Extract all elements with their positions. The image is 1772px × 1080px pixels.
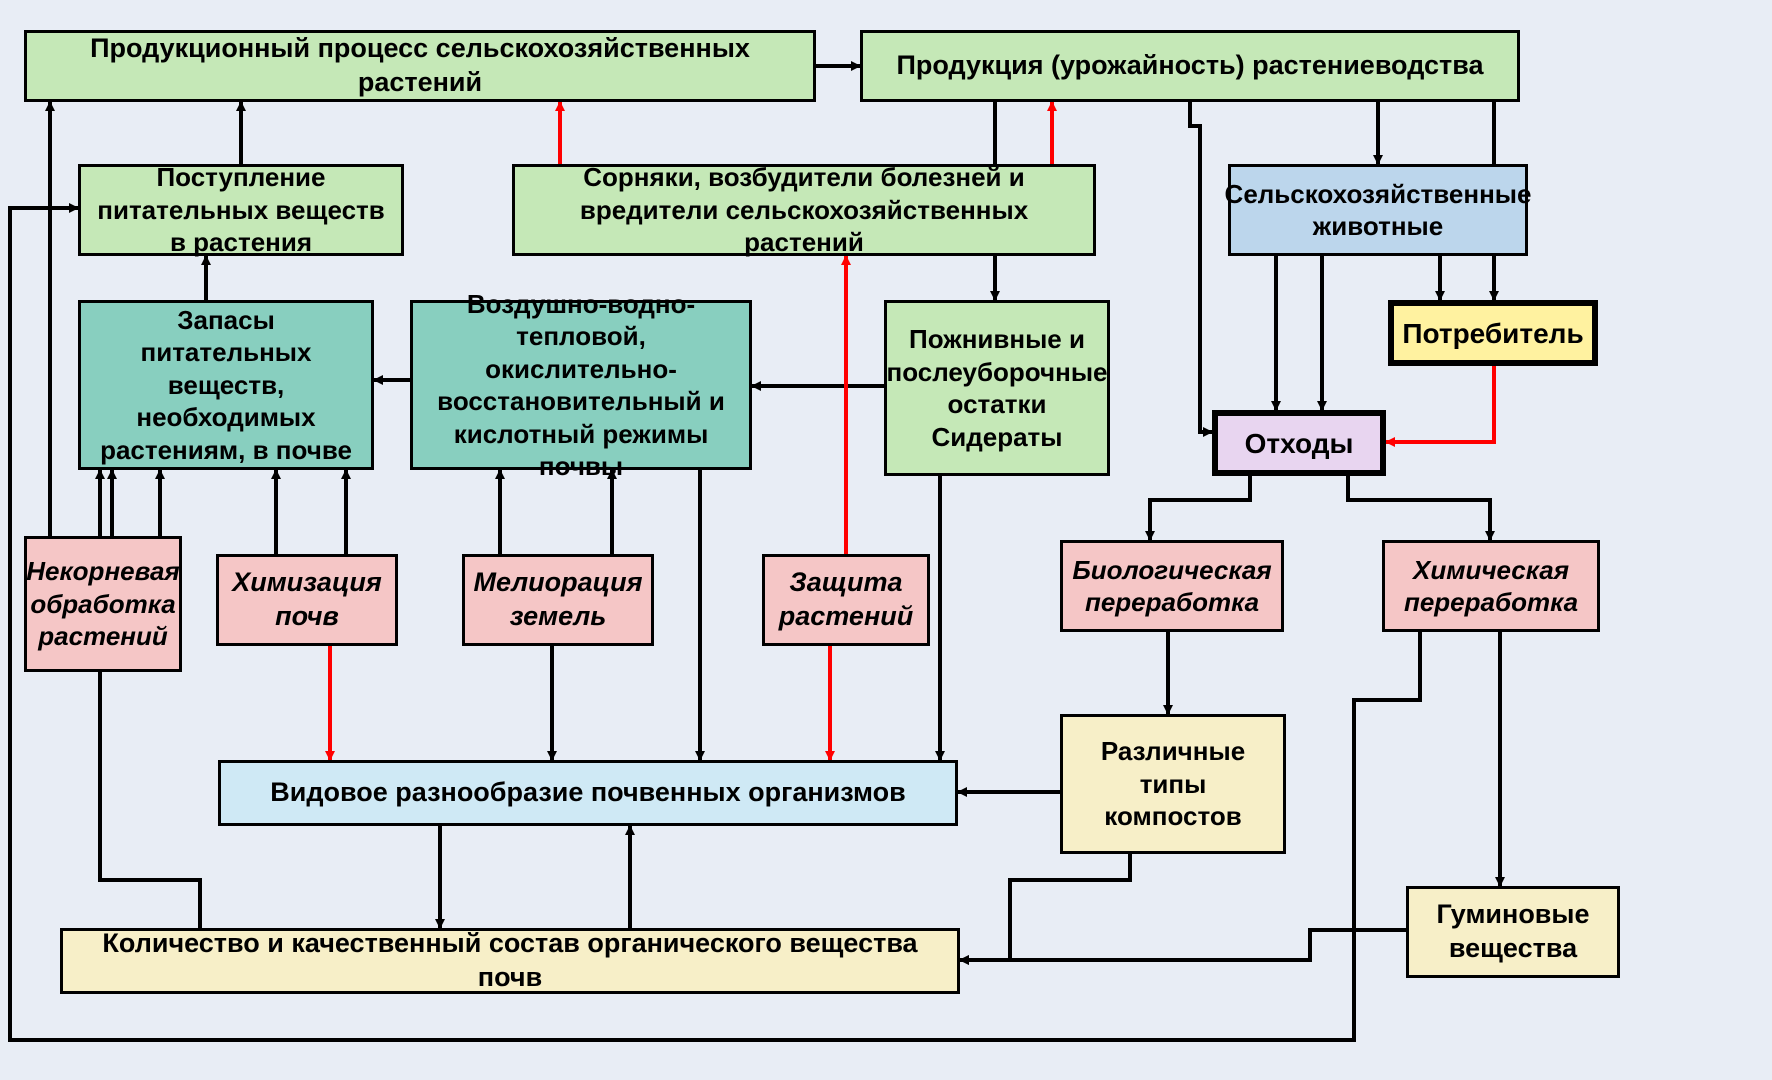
node-chemization: Химизация почв bbox=[216, 554, 398, 646]
node-waste: Отходы bbox=[1212, 410, 1386, 476]
node-weeds: Сорняки, возбудители болезней и вредител… bbox=[512, 164, 1096, 256]
edge-composts-to-org_matter-37 bbox=[960, 854, 1130, 960]
node-soil_regime: Воздушно-водно-тепловой, окислительно-во… bbox=[410, 300, 752, 470]
node-humic: Гуминовые вещества bbox=[1406, 886, 1620, 978]
node-org_matter: Количество и качественный состав органич… bbox=[60, 928, 960, 994]
node-animals: Сельскохозяйственные животные bbox=[1228, 164, 1528, 256]
node-prod_process: Продукционный процесс сельскохозяйственн… bbox=[24, 30, 816, 102]
node-soil_org_div: Видовое разнообразие почвенных организмо… bbox=[218, 760, 958, 826]
node-foliar: Некорневая обработка растений bbox=[24, 536, 182, 672]
edge-prod_yield-to-waste-11 bbox=[1190, 102, 1212, 432]
node-composts: Различные типы компостов bbox=[1060, 714, 1286, 854]
node-protection: Защита растений bbox=[762, 554, 930, 646]
node-residues: Пожнивные и послеуборочные остатки Сидер… bbox=[884, 300, 1110, 476]
edge-waste-to-chem_proc-24 bbox=[1348, 476, 1490, 540]
node-soil_reserves: Запасы питательных веществ, необходимых … bbox=[78, 300, 374, 470]
edge-humic-to-org_matter-36 bbox=[960, 930, 1406, 960]
node-bio_proc: Биологическая переработка bbox=[1060, 540, 1284, 632]
diagram-canvas: Продукционный процесс сельскохозяйственн… bbox=[0, 0, 1772, 1080]
edge-consumer-to-waste-13 bbox=[1386, 366, 1494, 442]
node-chem_proc: Химическая переработка bbox=[1382, 540, 1600, 632]
node-consumer: Потребитель bbox=[1388, 300, 1598, 366]
node-melioration: Мелиорация земель bbox=[462, 554, 654, 646]
edge-waste-to-bio_proc-23 bbox=[1150, 476, 1250, 540]
node-nutrients_in: Поступление питательных веществ в растен… bbox=[78, 164, 404, 256]
node-prod_yield: Продукция (урожайность) растениеводства bbox=[860, 30, 1520, 102]
